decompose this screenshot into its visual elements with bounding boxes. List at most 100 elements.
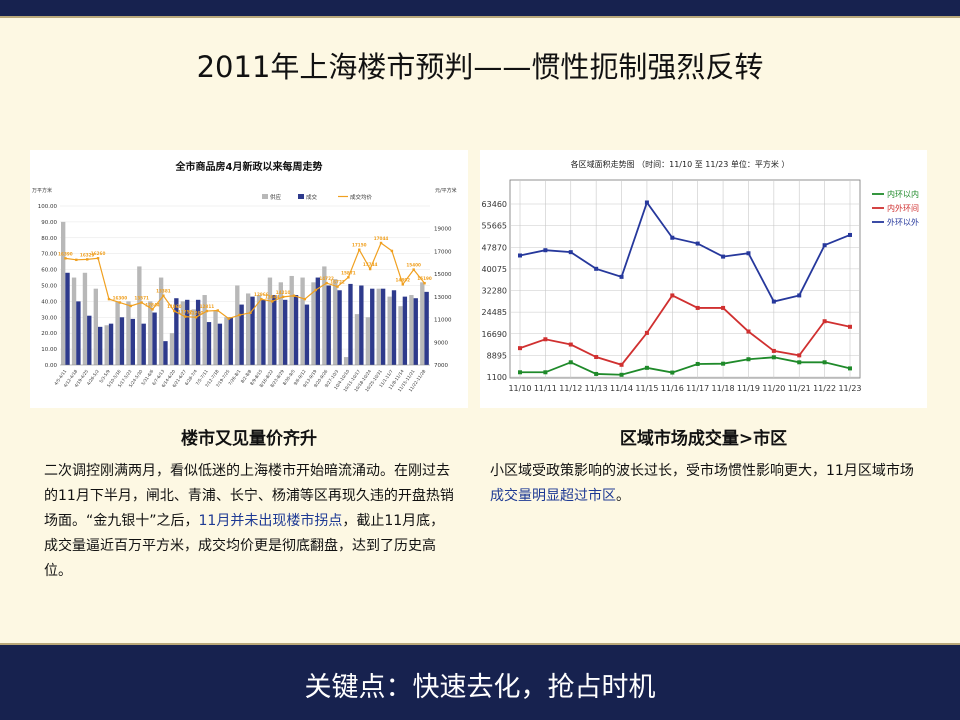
deal-bar [87, 315, 92, 365]
left-section-heading: 楼市又见量价齐升 [181, 429, 317, 449]
y-tick-label: 1100 [487, 373, 507, 382]
supply-bar [93, 288, 98, 365]
price-data-label: 13381 [156, 289, 171, 294]
paragraph-text: 小区域受政策影响的波长过长，受市场惯性影响更大，11月区域市场 [490, 463, 914, 479]
highlighted-text: 成交量明显超过市区 [490, 488, 616, 504]
chart-title: 全市商品房4月新政以来每周走势 [175, 160, 323, 173]
supply-bar [82, 272, 88, 365]
deal-bar [272, 295, 277, 365]
deal-bar [152, 312, 157, 365]
series-point [797, 360, 802, 365]
price-data-label: 11260 [189, 310, 204, 315]
chart-legend: 供应 成交 成交均价 [262, 193, 373, 201]
x-tick-label: 11/23 [838, 384, 861, 393]
legend-label: 成交 [306, 193, 318, 201]
series-point [848, 324, 852, 329]
x-tick-label: 11/15 [635, 384, 658, 393]
avg-price-point [260, 297, 263, 301]
y-tick-label-left: 100.00 [38, 204, 58, 210]
deal-bar [250, 296, 255, 365]
series-point [797, 353, 802, 358]
legend-label: 供应 [270, 193, 282, 201]
deal-bar [293, 295, 299, 365]
supply-bar [137, 266, 142, 365]
supply-bar [246, 293, 251, 365]
legend-label: 内外环间 [887, 203, 919, 213]
y-tick-label-right: 17000 [434, 249, 452, 255]
deal-bar [228, 317, 233, 365]
price-data-label: 11860 [167, 304, 182, 309]
price-data-label: 17044 [374, 236, 389, 241]
y-tick-label-left: 50.00 [41, 284, 57, 290]
supply-bar [202, 295, 207, 365]
x-tick-label: 11/14 [610, 384, 633, 393]
price-data-label: 16390 [58, 251, 73, 256]
avg-price-point [151, 308, 154, 311]
series-point [644, 330, 649, 335]
series-point [568, 342, 573, 347]
deal-bar [315, 277, 320, 365]
deal-bar [141, 323, 146, 365]
supply-bar [311, 282, 316, 365]
series-point [695, 361, 700, 366]
deal-bar [424, 291, 429, 365]
series-point [644, 365, 649, 370]
deal-bar [98, 326, 103, 365]
y-tick-label-right: 9000 [434, 340, 448, 346]
supply-bar [180, 301, 186, 365]
deal-bar [130, 318, 135, 365]
supply-bar [333, 279, 338, 365]
supply-bar [300, 277, 305, 365]
series-point [594, 266, 599, 271]
price-data-label: 11752 [178, 310, 193, 315]
deal-bar [402, 296, 408, 365]
avg-price-point [227, 317, 230, 320]
avg-price-point [347, 276, 350, 279]
avg-price-point [412, 268, 415, 271]
deal-bar [283, 299, 288, 365]
series-point [518, 346, 522, 351]
avg-price-point [368, 267, 372, 271]
price-data-label: 17744 [363, 262, 378, 267]
x-tick-label: 11/22 [813, 384, 836, 393]
y-tick-label-left: 90.00 [41, 220, 57, 226]
supply-bar [354, 314, 360, 365]
series-point [619, 274, 624, 279]
supply-bar [289, 275, 294, 365]
supply-bar [343, 357, 349, 365]
y-tick-label-right: 15000 [434, 272, 452, 278]
supply-bar [115, 301, 120, 365]
supply-bar [71, 277, 77, 365]
y-axis-label-right: 元/平方米 [435, 187, 457, 194]
district-area-chart: 各区域面积走势图 （时间：11/10 至 11/23 单位：平方米 ） 6346… [482, 159, 919, 393]
price-data-label: 13044 [265, 294, 280, 299]
x-tick-label: 11/21 [788, 384, 811, 393]
price-data-label: 12844 [145, 302, 160, 307]
avg-price-point [314, 288, 317, 292]
deal-bar [304, 304, 310, 365]
avg-price-point [194, 316, 198, 319]
slide-title: 2011年上海楼市预判——惯性扼制强烈反转 [196, 50, 764, 84]
supply-bar [169, 333, 175, 365]
price-data-label: 15871 [341, 270, 356, 275]
supply-bar [235, 285, 240, 365]
series-point [619, 372, 624, 377]
deal-bar [185, 299, 190, 365]
series-point [619, 362, 624, 367]
deal-bar [195, 299, 201, 365]
deal-bar [239, 304, 244, 365]
key-point-text: 关键点：快速去化，抢占时机 [304, 672, 656, 703]
y-tick-label: 16690 [482, 330, 507, 339]
deal-bar [119, 317, 125, 365]
y-tick-label: 55665 [482, 222, 507, 231]
y-tick-label-right: 19000 [434, 227, 452, 233]
series-point [822, 319, 827, 324]
y-tick-label-right: 11000 [434, 318, 452, 324]
x-tick-label: 11/13 [585, 384, 608, 393]
deal-bar [174, 298, 179, 365]
series-point [594, 371, 599, 376]
series-point [746, 251, 751, 256]
avg-price-point [292, 294, 296, 297]
legend-label: 外环以外 [887, 217, 919, 227]
